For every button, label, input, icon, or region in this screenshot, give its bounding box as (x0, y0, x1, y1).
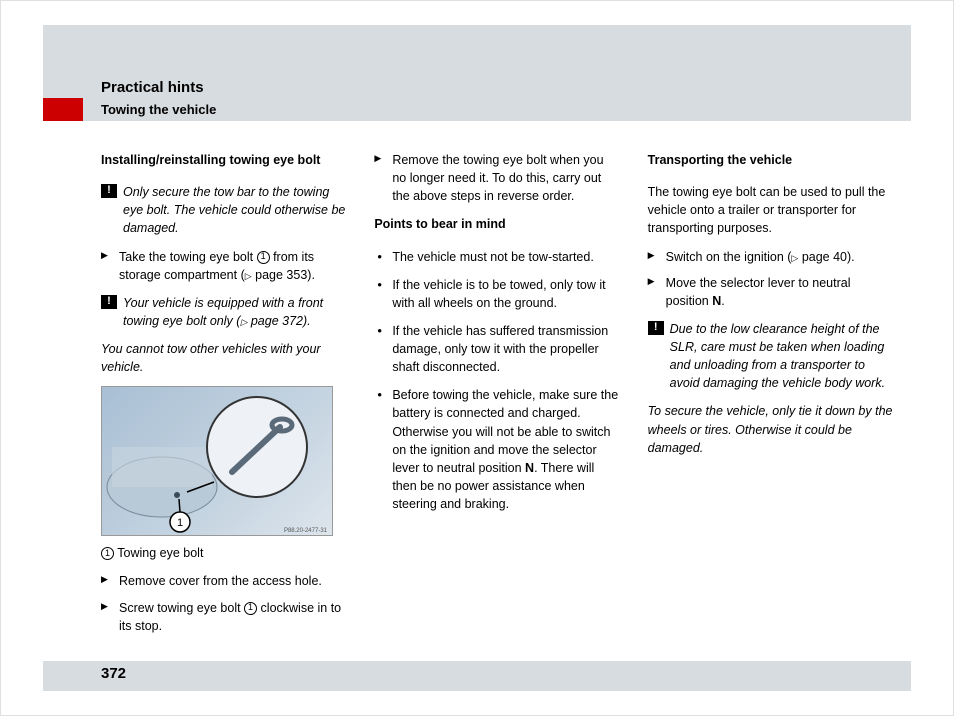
callout-1-icon: 1 (244, 602, 257, 615)
point-4: Before towing the vehicle, make sure the… (374, 386, 619, 513)
col3-para1: The towing eye bolt can be used to pull … (648, 183, 893, 237)
col1-heading: Installing/reinstalling towing eye bolt (101, 151, 346, 169)
col3-heading: Transporting the vehicle (648, 151, 893, 169)
page-number: 372 (101, 663, 126, 685)
point-3: If the vehicle has suffered transmission… (374, 322, 619, 376)
col2-heading: Points to bear in mind (374, 215, 619, 233)
section-title: Towing the vehicle (101, 101, 216, 120)
step-b: Move the selector lever to neutral posit… (648, 274, 893, 310)
figure-caption: 1 Towing eye bolt (101, 544, 346, 562)
point-1: The vehicle must not be tow-started. (374, 248, 619, 266)
figure-code: P88.20-2477-31 (284, 528, 328, 534)
pageref-icon: ▷ (245, 270, 252, 283)
note-c2: To secure the vehicle, only tie it down … (648, 402, 893, 456)
column-1: Installing/reinstalling towing eye bolt … (101, 151, 346, 635)
points-list: The vehicle must not be tow-started. If … (374, 248, 619, 514)
warning-icon: ! (101, 184, 117, 198)
step-a: Switch on the ignition (▷ page 40). (648, 248, 893, 266)
column-3: Transporting the vehicle The towing eye … (648, 151, 893, 635)
step-list-3: Remove the towing eye bolt when you no l… (374, 151, 619, 205)
page: Practical hints Towing the vehicle Insta… (0, 0, 954, 716)
step-4: Remove the towing eye bolt when you no l… (374, 151, 619, 205)
note-1: ! Only secure the tow bar to the towing … (101, 183, 346, 237)
callout-1-icon: 1 (101, 547, 114, 560)
note-2-text: Your vehicle is equipped with a front to… (123, 294, 346, 330)
note-1-text: Only secure the tow bar to the towing ey… (123, 183, 346, 237)
footer-band (43, 661, 911, 691)
content-columns: Installing/reinstalling towing eye bolt … (101, 151, 893, 635)
point-2: If the vehicle is to be towed, only tow … (374, 276, 619, 312)
svg-text:1: 1 (177, 517, 183, 529)
note-c1-text: Due to the low clearance height of the S… (670, 320, 893, 393)
figure: 1 P88.20-2477-31 (101, 386, 333, 536)
warning-icon: ! (101, 295, 117, 309)
step-3: Screw towing eye bolt 1 clockwise in to … (101, 599, 346, 635)
note-c1: ! Due to the low clearance height of the… (648, 320, 893, 393)
red-marker (43, 98, 83, 121)
note-3: You cannot tow other vehicles with your … (101, 340, 346, 376)
callout-1-icon: 1 (257, 251, 270, 264)
step-list-2: Remove cover from the access hole. Screw… (101, 572, 346, 634)
step-list-4: Switch on the ignition (▷ page 40). Move… (648, 248, 893, 310)
step-2: Remove cover from the access hole. (101, 572, 346, 590)
chapter-title: Practical hints (101, 77, 204, 99)
warning-icon: ! (648, 321, 664, 335)
column-2: Remove the towing eye bolt when you no l… (374, 151, 619, 635)
step-1: Take the towing eye bolt 1 from its stor… (101, 248, 346, 284)
step-list-1: Take the towing eye bolt 1 from its stor… (101, 248, 346, 284)
note-2: ! Your vehicle is equipped with a front … (101, 294, 346, 330)
